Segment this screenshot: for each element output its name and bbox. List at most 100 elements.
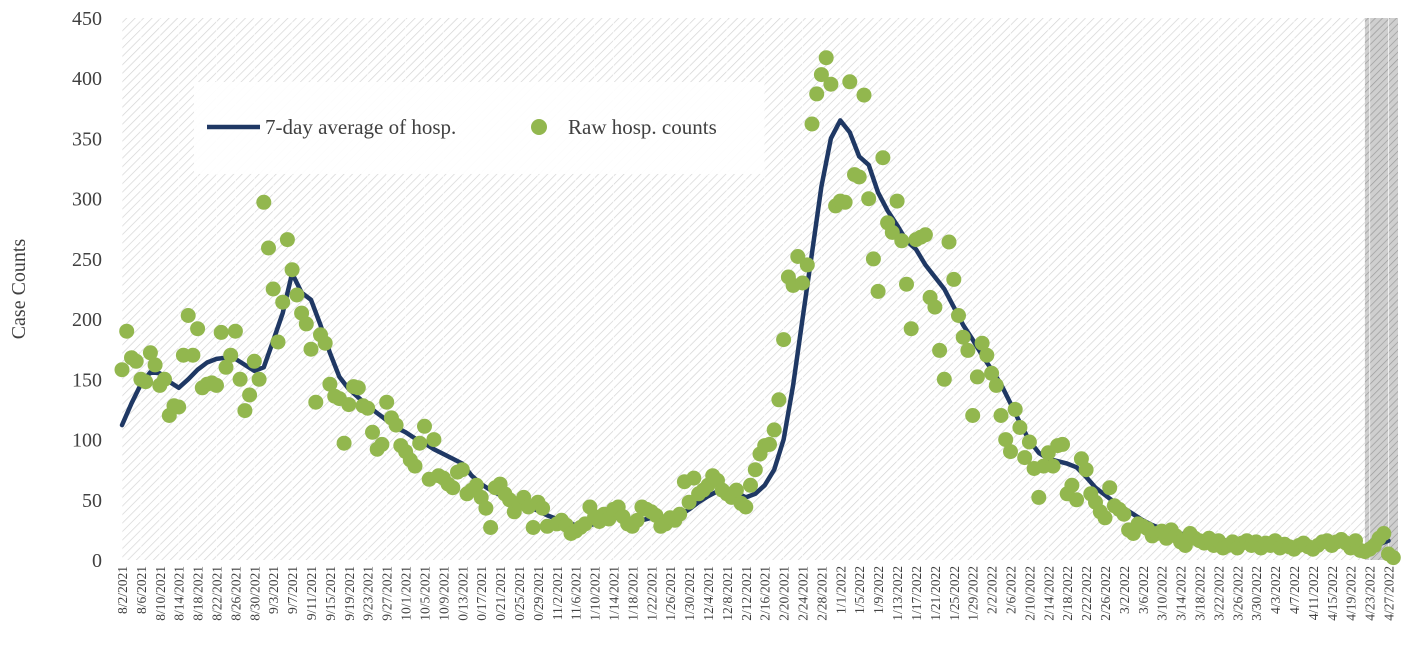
- scatter-point: [899, 276, 914, 292]
- scatter-point: [865, 251, 881, 267]
- x-tick-label: 8/18/2021: [191, 566, 206, 621]
- scatter-point: [936, 371, 952, 387]
- x-tick-label: 2/24/2021: [796, 566, 811, 621]
- x-tick-label: 10/1/2021: [399, 566, 414, 621]
- scatter-point: [738, 499, 754, 515]
- x-tick-label: 9/11/2021: [304, 566, 319, 620]
- x-tick-label: 1/21/2022: [928, 566, 943, 621]
- scatter-point: [223, 347, 239, 363]
- scatter-point: [138, 374, 154, 390]
- scatter-point: [1055, 436, 1070, 452]
- scatter-point: [1017, 450, 1033, 466]
- scatter-point: [336, 435, 352, 451]
- x-tick-label: 1/25/2022: [947, 566, 962, 621]
- y-tick-label: 300: [72, 189, 102, 211]
- series-raw-hosp-counts: [114, 50, 1401, 566]
- x-tick-label: 4/7/2022: [1287, 566, 1302, 614]
- scatter-point: [119, 323, 135, 339]
- legend-swatch-dot: [531, 119, 547, 135]
- scatter-point: [525, 520, 541, 535]
- x-tick-label: 1/10/2021: [588, 566, 603, 621]
- scatter-point: [747, 462, 763, 478]
- y-tick-label: 50: [82, 490, 102, 512]
- scatter-point: [251, 371, 267, 387]
- x-tick-label: 9/19/2021: [342, 566, 357, 621]
- scatter-point: [1021, 434, 1037, 450]
- scatter-point: [256, 194, 272, 210]
- scatter-point: [379, 394, 395, 410]
- x-tick-label: 0/21/2021: [493, 566, 508, 621]
- x-tick-label: 8/10/2021: [153, 566, 168, 621]
- x-tick-label: 9/3/2021: [266, 566, 281, 614]
- scatter-point: [209, 377, 224, 393]
- scatter-point: [180, 308, 196, 323]
- scatter-point: [870, 283, 886, 299]
- scatter-point: [1031, 489, 1047, 505]
- x-tick-label: 12/8/2021: [720, 566, 735, 621]
- x-tick-label: 4/15/2022: [1325, 566, 1340, 621]
- scatter-point: [142, 345, 158, 361]
- scatter-point: [341, 397, 357, 413]
- scatter-point: [1003, 444, 1018, 460]
- scatter-point: [303, 341, 319, 357]
- x-tick-label: 1/18/2021: [625, 566, 640, 621]
- scatter-point: [190, 321, 206, 337]
- scatter-point: [171, 399, 187, 415]
- x-tick-label: 1/17/2022: [909, 566, 924, 621]
- legend-label-average: 7-day average of hosp.: [265, 115, 456, 139]
- x-tick-label: 4/3/2022: [1268, 566, 1283, 614]
- x-tick-label: 1/9/2022: [871, 566, 886, 614]
- x-tick-label: 11/2/2021: [550, 566, 565, 620]
- scatter-point: [412, 435, 428, 451]
- x-tick-label: 1/5/2022: [852, 566, 867, 614]
- y-tick-label: 450: [72, 8, 102, 30]
- x-tick-label: 8/22/2021: [210, 566, 225, 621]
- scatter-point: [232, 371, 248, 387]
- x-tick-label: 9/27/2021: [380, 566, 395, 621]
- scatter-point: [1064, 477, 1080, 493]
- scatter-point: [672, 506, 688, 522]
- scatter-point: [1102, 480, 1118, 496]
- scatter-point: [1385, 550, 1401, 566]
- scatter-point: [776, 332, 792, 348]
- shaded-region: [1364, 18, 1398, 560]
- scatter-point: [766, 422, 782, 438]
- x-tick-label: 2/20/2021: [777, 566, 792, 621]
- x-tick-label: 3/18/2022: [1193, 566, 1208, 621]
- scatter-point: [932, 342, 948, 358]
- x-tick-label: 10/5/2021: [417, 566, 432, 621]
- scatter-point: [823, 76, 839, 92]
- y-tick-label: 150: [72, 369, 102, 391]
- x-tick-label: 8/26/2021: [228, 566, 243, 621]
- scatter-point: [875, 150, 891, 166]
- scatter-point: [279, 232, 295, 248]
- scatter-point: [147, 357, 163, 373]
- scatter-point: [1069, 492, 1085, 508]
- x-tick-label: 10/9/2021: [436, 566, 451, 621]
- scatter-point: [809, 86, 825, 102]
- x-tick-label: 1/22/2021: [644, 566, 659, 621]
- scatter-point: [955, 329, 971, 345]
- y-axis: 0 50 100 150 200 250 300 350 400 450: [72, 8, 102, 572]
- x-tick-label: 3/14/2022: [1174, 566, 1189, 621]
- x-tick-label: 0/25/2021: [512, 566, 527, 621]
- scatter-point: [1097, 510, 1113, 526]
- x-tick-label: 2/22/2022: [1079, 566, 1094, 621]
- scatter-point: [1012, 420, 1028, 435]
- scatter-point: [856, 87, 872, 103]
- scatter-point: [242, 387, 258, 403]
- scatter-point: [903, 321, 919, 337]
- x-tick-label: 9/15/2021: [323, 566, 338, 621]
- scatter-point: [804, 116, 820, 132]
- scatter-point: [771, 392, 787, 408]
- x-grid-lines: [121, 18, 1390, 560]
- x-tick-label: 2/6/2022: [1003, 566, 1018, 614]
- scatter-point: [417, 418, 432, 434]
- scatter-point: [261, 240, 276, 256]
- x-axis: 8/2/2021 8/6/2021 8/10/2021 8/14/2021 8/18/2…: [115, 566, 1397, 621]
- scatter-point: [317, 335, 333, 351]
- x-tick-label: 9/23/2021: [361, 566, 376, 621]
- x-tick-label: 1/26/2021: [663, 566, 678, 621]
- scatter-point: [974, 335, 990, 351]
- scatter-point: [795, 275, 810, 291]
